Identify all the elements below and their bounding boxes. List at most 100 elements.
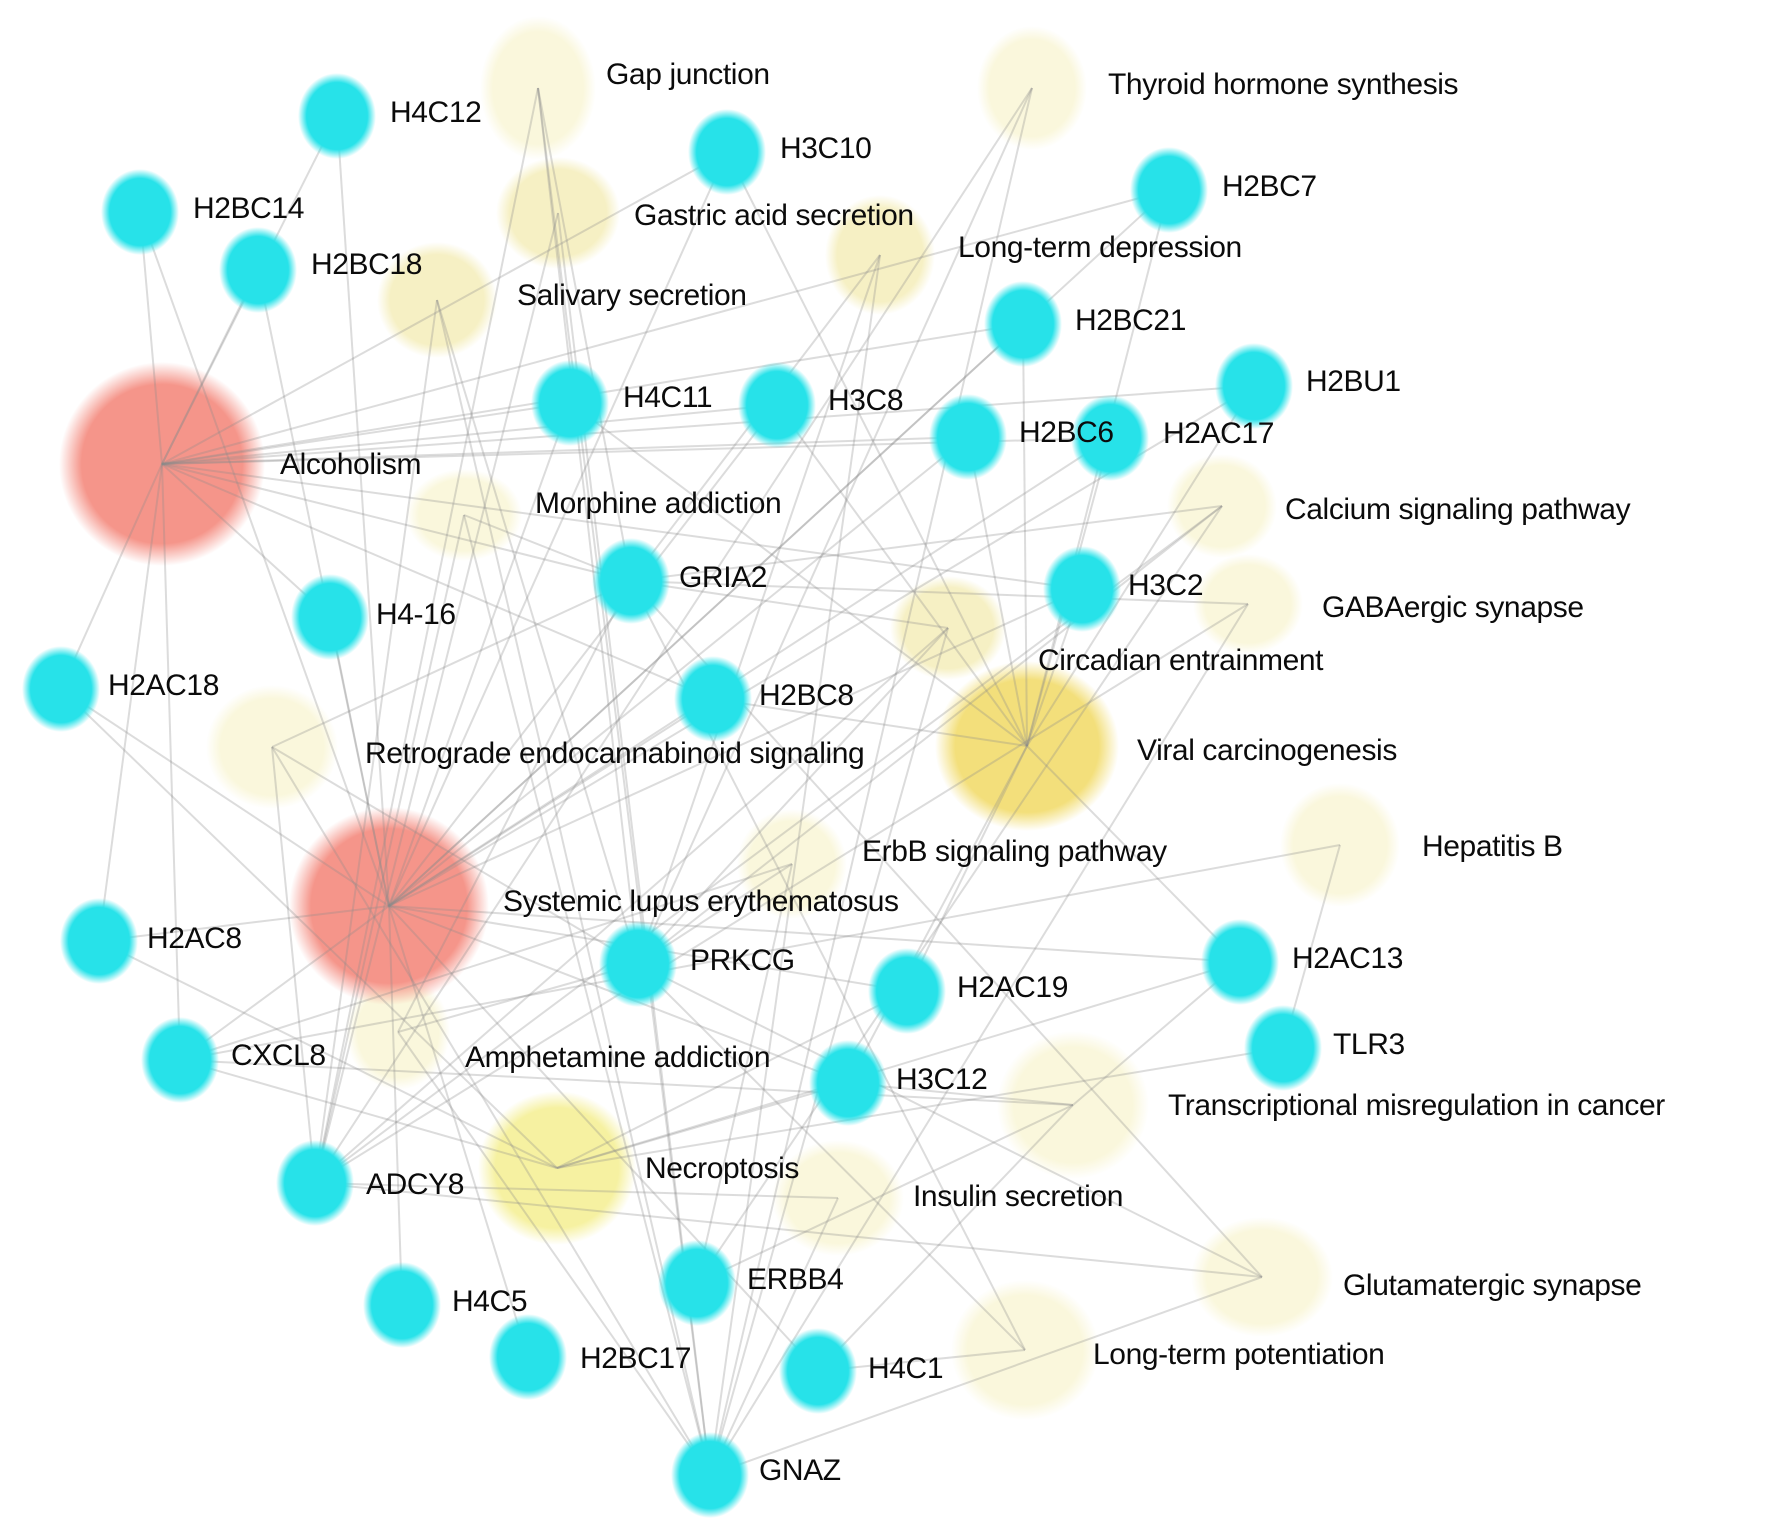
edge-necroptosis-CXCL8 (179, 1059, 558, 1169)
node-morphine[interactable] (406, 469, 522, 561)
node-PRKCG[interactable] (599, 921, 677, 1007)
edge-ltd-GNAZ (709, 254, 881, 1476)
node-ltd[interactable] (825, 195, 935, 315)
node-calcium[interactable] (1167, 454, 1277, 558)
label-H2BC21: H2BC21 (1075, 304, 1186, 337)
edge-insulin-ADCY8 (314, 1182, 839, 1199)
node-circadian[interactable] (890, 576, 1006, 680)
node-H2BC14[interactable] (101, 169, 179, 255)
node-viral[interactable] (935, 661, 1119, 831)
label-H2AC19: H2AC19 (957, 971, 1068, 1004)
node-H3C2[interactable] (1043, 546, 1121, 632)
node-transcriptional[interactable] (997, 1031, 1149, 1179)
node-GRIA2[interactable] (592, 538, 670, 624)
edge-glutamatergic-ADCY8 (314, 1182, 1263, 1278)
label-H4C5: H4C5 (452, 1285, 527, 1318)
edge-sle-H3C10 (388, 151, 728, 907)
label-H4C1: H4C1 (868, 1352, 943, 1385)
node-H4C12[interactable] (298, 73, 376, 159)
node-erbb[interactable] (737, 809, 847, 919)
edge-alcoholism-H2BC6 (161, 436, 969, 465)
edge-glutamatergic-GNAZ (709, 1276, 1263, 1476)
label-gap_junction: Gap junction (606, 58, 770, 91)
node-H4C1[interactable] (779, 1328, 857, 1414)
edge-sle-H2BC14 (139, 211, 390, 907)
node-insulin[interactable] (772, 1140, 904, 1256)
node-H4C5[interactable] (363, 1262, 441, 1348)
label-H2BC6: H2BC6 (1019, 416, 1114, 449)
edge-sle-H4C5 (388, 905, 403, 1306)
label-GNAZ: GNAZ (759, 1454, 841, 1487)
node-thyroid[interactable] (977, 26, 1087, 150)
edge-calcium-PRKCG (637, 505, 1223, 965)
edge-sle-H2AC18 (60, 688, 390, 907)
node-retrograde[interactable] (206, 685, 338, 809)
node-H2BC7[interactable] (1130, 147, 1208, 233)
edge-sle-H4C11 (388, 402, 571, 907)
node-H2AC18[interactable] (22, 646, 100, 732)
node-CXCL8[interactable] (141, 1017, 219, 1103)
edge-sle-H2AC17 (388, 437, 1111, 907)
edge-ltp-PRKCG (637, 963, 1026, 1351)
node-H2BC17[interactable] (489, 1314, 567, 1400)
node-sle[interactable] (289, 807, 489, 1005)
node-GNAZ[interactable] (671, 1432, 749, 1518)
label-alcoholism: Alcoholism (280, 448, 421, 481)
edge-viral-H2BC6 (967, 436, 1028, 747)
node-gap_junction[interactable] (480, 16, 596, 160)
node-gaba[interactable] (1193, 554, 1303, 654)
edge-necroptosis-H2AC19 (556, 990, 908, 1169)
node-H3C10[interactable] (688, 109, 766, 195)
edge-sle-H2BC8 (388, 698, 714, 907)
node-H2BC8[interactable] (674, 656, 752, 742)
node-H2AC19[interactable] (868, 948, 946, 1034)
node-H2BC21[interactable] (984, 281, 1062, 367)
edge-gap_junction-ADCY8 (314, 87, 539, 1184)
edge-necroptosis-H2AC13 (556, 961, 1241, 1169)
node-H3C8[interactable] (738, 362, 816, 448)
label-ADCY8: ADCY8 (366, 1168, 464, 1201)
node-H2BC18[interactable] (219, 227, 297, 313)
edge-amphetamine-PRKCG (397, 963, 639, 1033)
gene-layer (22, 73, 1322, 1518)
edge-gaba-GRIA2 (630, 580, 1249, 605)
node-necroptosis[interactable] (478, 1091, 636, 1245)
edge-sle-CXCL8 (179, 905, 390, 1061)
edge-gaba-ADCY8 (314, 603, 1249, 1184)
edge-thyroid-GNAZ (709, 87, 1033, 1476)
edge-sle-H2AC13 (388, 905, 1241, 963)
label-H2BC14: H2BC14 (193, 192, 304, 225)
node-hepatitis[interactable] (1280, 783, 1400, 907)
node-H2AC17[interactable] (1071, 395, 1149, 481)
node-H4-16[interactable] (291, 574, 369, 660)
edge-thyroid-ADCY8 (314, 87, 1033, 1184)
edge-viral-H3C10 (726, 151, 1028, 747)
node-ADCY8[interactable] (276, 1140, 354, 1226)
node-ERBB4[interactable] (658, 1240, 736, 1326)
node-H3C12[interactable] (809, 1040, 887, 1126)
node-gastric[interactable] (496, 157, 620, 269)
node-ltp[interactable] (951, 1280, 1099, 1420)
node-H2BC6[interactable] (929, 394, 1007, 480)
edge-sle-H3C8 (388, 404, 778, 907)
node-H2AC13[interactable] (1201, 919, 1279, 1005)
node-alcoholism[interactable] (59, 362, 265, 566)
label-circadian: Circadian entrainment (1038, 644, 1324, 677)
edge-hepatitis-CXCL8 (179, 844, 1341, 1061)
node-H2AC8[interactable] (60, 898, 138, 984)
edge-transcriptional-ERBB4 (696, 1104, 1074, 1284)
node-TLR3[interactable] (1244, 1005, 1322, 1091)
node-glutamatergic[interactable] (1191, 1217, 1333, 1337)
node-salivary[interactable] (377, 242, 497, 358)
label-H4C11: H4C11 (623, 381, 712, 414)
node-H2BU1[interactable] (1215, 343, 1293, 429)
label-glutamatergic: Glutamatergic synapse (1343, 1269, 1641, 1302)
label-H2AC18: H2AC18 (108, 669, 219, 702)
label-H2BC18: H2BC18 (311, 248, 422, 281)
node-H4C11[interactable] (531, 360, 609, 446)
edge-viral-H2BC21 (1022, 323, 1028, 747)
label-gastric: Gastric acid secretion (634, 199, 914, 232)
edge-erbb-ERBB4 (696, 863, 793, 1284)
edge-transcriptional-CXCL8 (179, 1059, 1074, 1106)
edge-calcium-ERBB4 (696, 505, 1223, 1284)
